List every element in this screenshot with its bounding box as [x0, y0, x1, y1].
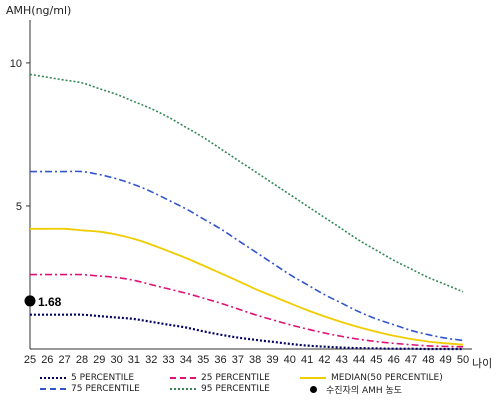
y-ticks: 5 10	[10, 58, 30, 213]
legend-item-p95: 95 PERCENTILE	[170, 383, 270, 395]
x-ticks: 25 26 27 28 29 30 31 32 33 34 35 36 37 38 39 40 41 42 43 44…	[24, 354, 469, 366]
x-tick-label: 38	[249, 354, 261, 366]
x-tick-label: 26	[41, 354, 53, 366]
legend-item-p5: 5 PERCENTILE	[40, 372, 134, 384]
x-tick-label: 41	[301, 354, 313, 366]
legend-item-p75: 75 PERCENTILE	[40, 383, 140, 395]
legend-swatch-p5	[40, 377, 66, 379]
legend-marker-dot	[310, 385, 317, 393]
legend-label-p25: 25 PERCENTILE	[201, 373, 270, 383]
x-tick-label: 34	[180, 354, 192, 366]
x-tick-label: 47	[405, 354, 417, 366]
legend-item-p25: 25 PERCENTILE	[170, 372, 270, 384]
x-tick-label: 25	[24, 354, 36, 366]
x-axis-title: 나이	[472, 357, 492, 370]
legend-swatch-median	[300, 377, 326, 379]
legend-item-median: MEDIAN(50 PERCENTILE)	[300, 372, 443, 384]
legend-label-p95: 95 PERCENTILE	[201, 384, 270, 394]
amh-age-chart: AMH(ng/ml) 나이 5 10 25 26 27 28 29 30 31 32 33 34 35…	[6, 4, 492, 370]
x-tick-label: 43	[336, 354, 348, 366]
x-tick-label: 31	[128, 354, 140, 366]
x-tick-label: 33	[162, 354, 174, 366]
y-tick-label: 5	[16, 201, 22, 213]
series-line-3	[29, 73, 464, 293]
x-tick-label: 37	[232, 354, 244, 366]
x-tick-label: 39	[266, 354, 278, 366]
x-tick-label: 30	[110, 354, 122, 366]
series-line-0	[30, 313, 463, 351]
x-tick-label: 49	[440, 354, 452, 366]
legend-swatch-p75	[40, 388, 66, 390]
legend-item-patient: 수진자의 AMH 농도	[300, 383, 403, 396]
patient-amh-value-label: 1.68	[38, 295, 62, 309]
x-tick-label: 48	[422, 354, 434, 366]
x-tick-label: 29	[93, 354, 105, 366]
legend-label-p75: 75 PERCENTILE	[71, 384, 140, 394]
legend-label-median: MEDIAN(50 PERCENTILE)	[331, 373, 443, 383]
x-tick-label: 32	[145, 354, 157, 366]
legend: 5 PERCENTILE 75 PERCENTILE 25 PERCENTILE…	[0, 371, 500, 400]
legend-swatch-p95	[170, 388, 196, 390]
y-axis-title: AMH(ng/ml)	[6, 4, 71, 17]
x-tick-label: 50	[457, 354, 469, 366]
x-tick-label: 27	[59, 354, 71, 366]
x-tick-label: 44	[353, 354, 365, 366]
x-tick-label: 35	[197, 354, 209, 366]
series-line-1	[30, 170, 464, 342]
marker-layer: 1.68	[24, 295, 62, 309]
x-tick-label: 28	[76, 354, 88, 366]
y-tick-label: 10	[10, 58, 22, 70]
x-tick-label: 45	[370, 354, 382, 366]
x-tick-label: 40	[284, 354, 296, 366]
series-line-4	[30, 227, 464, 346]
legend-swatch-p25	[170, 377, 196, 379]
patient-amh-marker	[24, 295, 36, 307]
x-tick-label: 42	[318, 354, 330, 366]
x-tick-label: 46	[388, 354, 400, 366]
series-line-2	[30, 273, 464, 348]
series-layer	[29, 73, 464, 351]
legend-label-p5: 5 PERCENTILE	[71, 373, 135, 383]
legend-label-patient: 수진자의 AMH 농도	[326, 385, 403, 396]
x-tick-label: 36	[214, 354, 226, 366]
